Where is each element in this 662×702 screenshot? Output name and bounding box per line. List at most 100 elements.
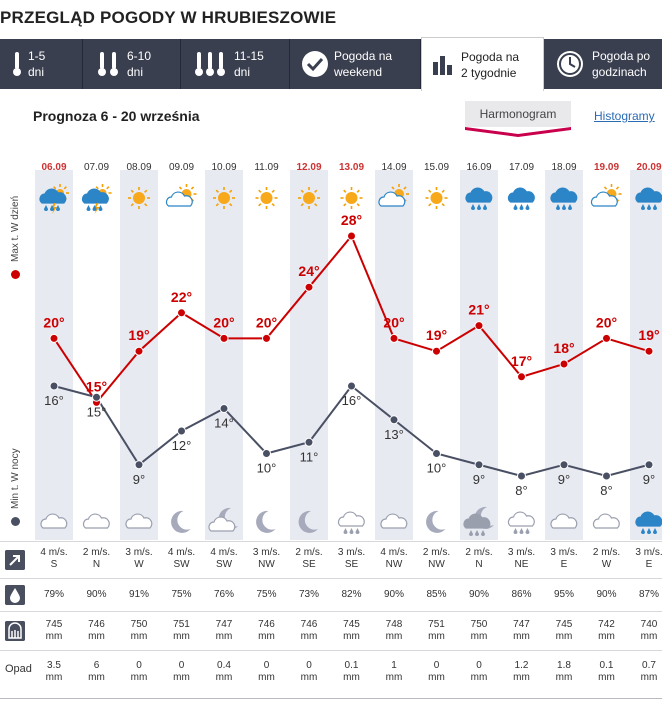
min-temp-label: 11° [300,449,319,464]
max-temp-point [389,333,399,343]
pressure-cell: 745 mm [35,619,73,643]
precip-cell-line: mm [555,672,573,683]
max-temp-label: 20° [213,314,234,330]
precip-cell: 0 mm [418,660,456,684]
rain-moon-icon [463,506,494,536]
max-temp-label: 18° [553,340,574,356]
pressure-cell-line: 745 [343,619,360,630]
rain-icon [465,187,493,210]
precip-cell-line: mm [45,672,63,683]
wind-row [0,541,662,579]
wind-cell-line: 3 m/s. [125,547,153,558]
precip-cell-line: 0.1 [344,660,359,671]
max-temp-point [517,372,526,382]
column-shade [35,170,73,540]
precip-cell: 0 mm [460,660,498,684]
humidity-cell-line: 75% [256,589,277,600]
pressure-cell: 750 mm [460,619,498,643]
pressure-cell: 750 mm [120,619,158,643]
max-temp-point [49,333,59,343]
tab-label-line2: dni [28,65,45,79]
pressure-cell-line: 750 [130,619,148,630]
max-temp-point [134,346,144,356]
min-temp-point [262,449,271,458]
pressure-cell-line: 745 [555,619,573,630]
tab-hourly[interactable]: Pogoda po godzinach [544,39,662,89]
tab-label-line2: dni [234,65,251,79]
sun-icon [298,187,320,209]
max-temp-point [262,333,271,343]
tab-1-5-days[interactable]: 1-5 dni [0,39,83,89]
pressure-cell-line: 751 [173,619,190,630]
min-temp-point [347,381,356,391]
pressure-cell-line: mm [258,631,275,642]
precip-cell-line: mm [88,672,105,683]
wind-cell-line: 2 m/s. [592,547,621,558]
wind-cell: 4 m/s. SW [163,547,201,571]
rain-cloud-icon [507,511,535,534]
humidity-cell: 76% [205,589,243,601]
sun-cloud-icon [378,184,409,207]
harmonogram-tab[interactable]: Harmonogram [465,101,571,127]
precip-cell-line: 1.2 [514,660,529,671]
wind-cell-line: 3 m/s. [252,547,281,558]
sun-icon [128,187,150,209]
column-shade [205,170,243,540]
max-temp-point [219,333,229,343]
wind-cell-line: 4 m/s. [167,547,196,558]
harmonogram-indicator [465,127,571,137]
pressure-cell-line: 747 [513,619,530,630]
rain-icon [507,187,535,210]
wind-cell-line: NW [428,559,445,570]
rain-icon [550,187,578,210]
max-temp-point [644,346,654,356]
bar-chart-icon [433,56,452,75]
humidity-cell-line: 90% [596,589,617,600]
pressure-cell: 751 mm [418,619,456,643]
wind-cell-line: W [601,559,612,570]
pressure-cell-line: 746 [258,619,275,630]
pressure-cell: 747 mm [205,619,243,643]
tab-6-10-days[interactable]: 6-10 dni [83,39,181,89]
tab-label-line1: Pogoda na [461,50,520,64]
max-temp-label: 20° [383,314,404,330]
wind-cell: 3 m/s. E [545,547,583,571]
tab-11-15-days[interactable]: 11-15 dni [181,39,290,89]
humidity-cell-line: 75% [171,589,192,600]
max-temp-label: 20° [596,314,617,330]
thermometer-icon [98,52,118,76]
max-temp-point [432,346,441,356]
precip-cell: 0.1 mm [588,660,626,684]
precip-cell: 0 mm [120,660,158,684]
moon-icon [171,510,191,533]
wind-cell: 3 m/s. NW [248,547,286,571]
date-label: 09.09 [169,162,194,173]
pressure-cell: 746 mm [290,619,328,643]
date-label: 12.09 [296,162,321,173]
precipitation-row: Opad [0,650,662,699]
humidity-cell: 82% [333,589,371,601]
precip-cell: 0 mm [163,660,201,684]
pressure-cell-line: mm [88,631,105,642]
date-label: 10.09 [211,162,236,173]
min-temp-label: 16° [44,393,64,408]
max-legend-dot [11,270,20,279]
precip-cell: 1 mm [375,660,413,684]
date-label: 17.09 [509,162,534,173]
tab-label-line2: dni [127,65,144,79]
pressure-cell-line: 751 [428,619,445,630]
max-temp-point [304,282,314,292]
histogramy-link[interactable]: Histogramy [594,109,655,123]
sun-icon [340,187,363,209]
column-shade [460,170,498,540]
forecast-tabs: 1-5 dni 6-10 dni 11-15 dni Pogoda na wee… [0,37,662,91]
min-temp-label: 13° [384,427,404,442]
sun-icon [425,187,448,209]
tab-2-weeks[interactable]: Pogoda na 2 tygodnie [421,37,544,91]
cloud-icon [40,513,68,529]
pressure-cell: 740 mm [630,619,662,643]
wind-cell: 2 m/s. N [78,547,116,571]
humidity-cell-line: 76% [213,589,234,600]
precip-cell-line: 1.8 [557,660,571,671]
tab-weekend[interactable]: Pogoda na weekend [290,39,421,89]
